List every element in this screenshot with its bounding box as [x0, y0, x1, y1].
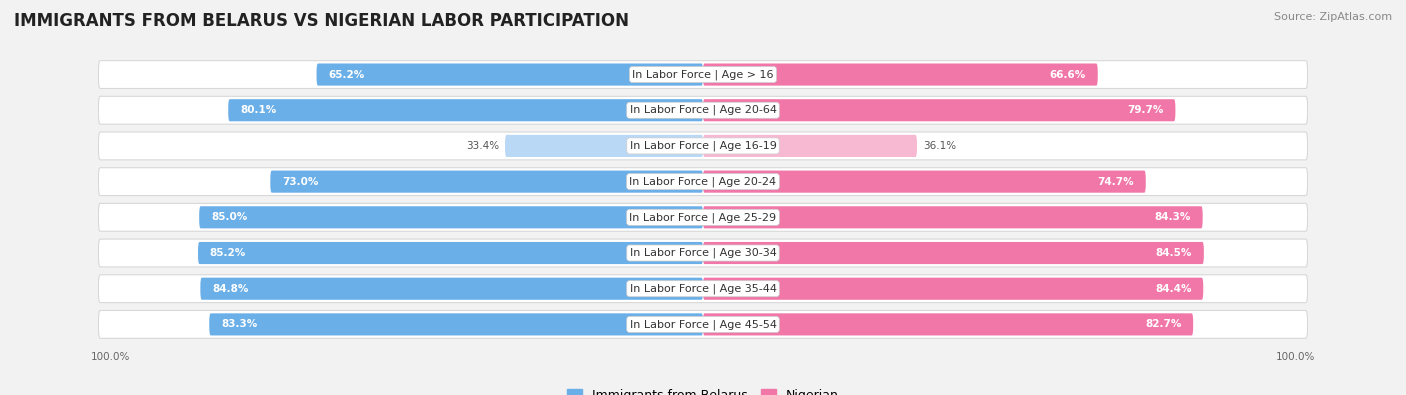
FancyBboxPatch shape — [98, 203, 1308, 231]
Text: 66.6%: 66.6% — [1050, 70, 1085, 79]
FancyBboxPatch shape — [505, 135, 703, 157]
Text: 84.3%: 84.3% — [1154, 213, 1191, 222]
Text: 79.7%: 79.7% — [1128, 105, 1164, 115]
FancyBboxPatch shape — [703, 206, 1202, 228]
FancyBboxPatch shape — [98, 239, 1308, 267]
FancyBboxPatch shape — [201, 278, 703, 300]
FancyBboxPatch shape — [703, 171, 1146, 193]
Text: 84.8%: 84.8% — [212, 284, 249, 294]
Text: 85.0%: 85.0% — [211, 213, 247, 222]
Text: In Labor Force | Age 35-44: In Labor Force | Age 35-44 — [630, 284, 776, 294]
Text: 84.5%: 84.5% — [1156, 248, 1192, 258]
Text: 33.4%: 33.4% — [465, 141, 499, 151]
FancyBboxPatch shape — [98, 168, 1308, 196]
FancyBboxPatch shape — [198, 242, 703, 264]
FancyBboxPatch shape — [98, 132, 1308, 160]
Text: In Labor Force | Age 16-19: In Labor Force | Age 16-19 — [630, 141, 776, 151]
FancyBboxPatch shape — [228, 99, 703, 121]
Text: 83.3%: 83.3% — [221, 320, 257, 329]
Text: IMMIGRANTS FROM BELARUS VS NIGERIAN LABOR PARTICIPATION: IMMIGRANTS FROM BELARUS VS NIGERIAN LABO… — [14, 12, 628, 30]
Text: In Labor Force | Age > 16: In Labor Force | Age > 16 — [633, 69, 773, 80]
FancyBboxPatch shape — [209, 313, 703, 335]
Text: In Labor Force | Age 30-34: In Labor Force | Age 30-34 — [630, 248, 776, 258]
Text: In Labor Force | Age 45-54: In Labor Force | Age 45-54 — [630, 319, 776, 330]
Text: 82.7%: 82.7% — [1144, 320, 1181, 329]
FancyBboxPatch shape — [703, 135, 917, 157]
FancyBboxPatch shape — [703, 64, 1098, 86]
Text: 73.0%: 73.0% — [283, 177, 319, 186]
Text: 65.2%: 65.2% — [329, 70, 364, 79]
FancyBboxPatch shape — [270, 171, 703, 193]
Text: 84.4%: 84.4% — [1154, 284, 1191, 294]
Text: In Labor Force | Age 20-64: In Labor Force | Age 20-64 — [630, 105, 776, 115]
FancyBboxPatch shape — [703, 278, 1204, 300]
FancyBboxPatch shape — [98, 96, 1308, 124]
Legend: Immigrants from Belarus, Nigerian: Immigrants from Belarus, Nigerian — [562, 384, 844, 395]
FancyBboxPatch shape — [316, 64, 703, 86]
Text: 36.1%: 36.1% — [922, 141, 956, 151]
FancyBboxPatch shape — [98, 310, 1308, 339]
FancyBboxPatch shape — [98, 275, 1308, 303]
FancyBboxPatch shape — [703, 99, 1175, 121]
Text: In Labor Force | Age 20-24: In Labor Force | Age 20-24 — [630, 177, 776, 187]
FancyBboxPatch shape — [703, 313, 1194, 335]
FancyBboxPatch shape — [98, 60, 1308, 88]
Text: In Labor Force | Age 25-29: In Labor Force | Age 25-29 — [630, 212, 776, 222]
Text: 74.7%: 74.7% — [1097, 177, 1133, 186]
FancyBboxPatch shape — [200, 206, 703, 228]
Text: 80.1%: 80.1% — [240, 105, 277, 115]
FancyBboxPatch shape — [703, 242, 1204, 264]
Text: 85.2%: 85.2% — [209, 248, 246, 258]
Text: Source: ZipAtlas.com: Source: ZipAtlas.com — [1274, 12, 1392, 22]
